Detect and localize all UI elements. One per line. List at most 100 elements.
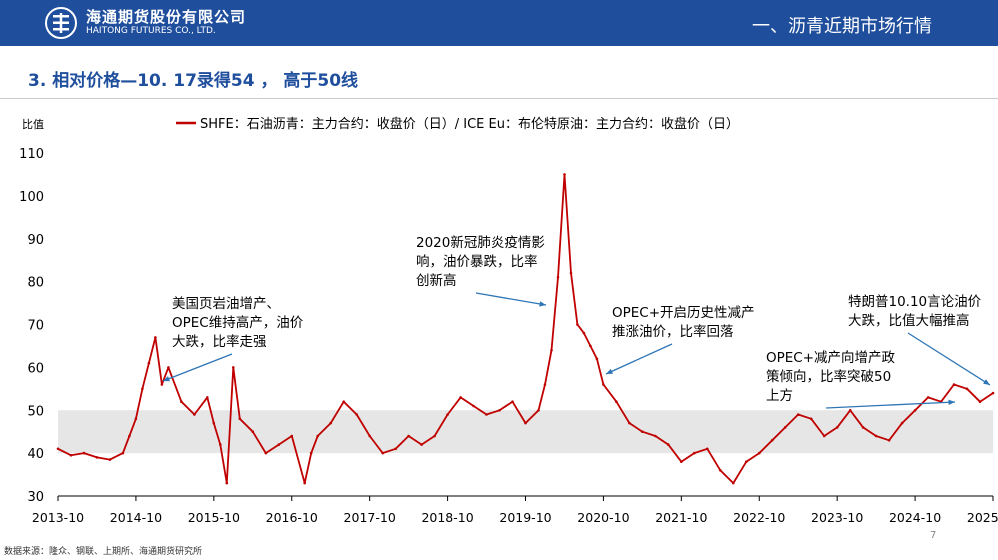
data-point: [394, 447, 397, 451]
data-point: [978, 400, 982, 404]
data-point: [783, 426, 787, 429]
annotation-text-line: 大跌，比值大幅推高: [848, 312, 970, 329]
data-point: [251, 430, 255, 434]
annotation-arrow: [475, 292, 547, 306]
data-point: [595, 357, 599, 361]
annotation-arrow: [907, 332, 991, 386]
annotation-text-line: 特朗普10.10言论油价: [848, 294, 982, 310]
x-tick-label: 2017-10: [344, 510, 396, 525]
annotation-arrowhead: [539, 301, 546, 307]
data-point: [952, 383, 956, 386]
data-point: [965, 387, 969, 391]
data-point: [641, 430, 644, 434]
data-point: [368, 434, 372, 438]
data-point: [147, 361, 151, 365]
data-point: [680, 460, 683, 464]
data-point: [628, 421, 631, 425]
x-tick-label: 2018-10: [421, 510, 473, 525]
y-tick-label: 80: [27, 276, 44, 291]
data-point: [290, 434, 294, 438]
data-point: [232, 366, 235, 369]
company-name-cn: 海通期货股份有限公司: [86, 8, 247, 26]
data-point: [225, 481, 229, 485]
data-point: [887, 439, 891, 442]
x-tick-label: 2023-10: [811, 510, 863, 525]
x-tick-label: 2015-10: [188, 510, 240, 525]
x-tick-label: 2013-10: [32, 510, 84, 525]
data-point: [848, 409, 852, 412]
annotation-text-line: 响，油价暴跌，比率: [416, 253, 538, 270]
data-point: [154, 336, 157, 339]
data-point: [537, 409, 540, 412]
data-point: [524, 421, 527, 425]
data-point: [511, 400, 514, 404]
company-name-en: HAITONG FUTURES CO., LTD.: [86, 26, 216, 36]
data-point: [381, 451, 385, 455]
data-point: [180, 400, 183, 404]
data-point: [706, 447, 709, 451]
section-title: 一、沥青近期市场行情: [752, 16, 932, 37]
data-point: [238, 417, 242, 421]
x-tick-label: 2025-10: [967, 510, 998, 525]
y-tick-label: 110: [19, 147, 44, 162]
y-tick-label: 70: [27, 319, 44, 334]
data-point: [193, 413, 196, 416]
annotation-arrowhead: [606, 368, 613, 374]
data-point: [582, 331, 586, 335]
data-point: [134, 417, 138, 421]
x-tick-label: 2016-10: [266, 510, 318, 525]
data-point: [809, 417, 813, 421]
data-point: [167, 366, 170, 369]
data-point: [446, 413, 449, 416]
shaded-band-40-50: [58, 410, 993, 454]
annotation-arrowhead: [163, 376, 170, 382]
annotation-arrowhead: [948, 399, 955, 405]
data-point: [407, 434, 410, 438]
data-point: [861, 426, 865, 429]
data-point: [472, 404, 475, 408]
data-point: [589, 344, 592, 348]
annotation-arrow: [605, 343, 673, 375]
y-tick-label: 100: [19, 190, 44, 205]
data-point: [316, 434, 320, 438]
data-point: [874, 434, 878, 438]
data-point: [758, 451, 761, 455]
data-point: [264, 451, 268, 455]
data-point: [82, 451, 86, 455]
data-point: [121, 451, 125, 455]
data-point: [433, 434, 436, 438]
data-point: [69, 454, 73, 457]
data-point: [556, 276, 560, 279]
data-point: [342, 400, 346, 404]
data-point: [550, 348, 553, 352]
data-point: [654, 434, 657, 438]
annotation-arrow: [825, 401, 956, 409]
data-point: [420, 443, 423, 446]
data-point: [277, 443, 281, 446]
data-point: [835, 426, 839, 429]
data-point: [770, 439, 774, 442]
data-point: [991, 391, 995, 395]
header-bar: 海通期货股份有限公司 HAITONG FUTURES CO., LTD. 一、沥…: [0, 0, 998, 46]
data-point: [900, 421, 904, 425]
data-point: [745, 460, 748, 464]
annotation-text-line: 上方: [766, 388, 793, 404]
x-tick-label: 2022-10: [733, 510, 785, 525]
data-point: [160, 383, 164, 386]
data-point: [543, 383, 547, 386]
data-point: [913, 409, 917, 412]
data-source: 数据来源：隆众、钢联、上期所、海通期货研究所: [4, 547, 203, 557]
data-point: [796, 413, 800, 416]
annotation-text-line: 推涨油价，比率回落: [612, 323, 734, 340]
data-point: [822, 434, 826, 438]
data-point: [329, 421, 333, 425]
data-point: [576, 323, 579, 326]
ratio-line-chart: 比值 30 40 50 60 70 80 90 100 110 2013-10 2014-10 2015…: [19, 116, 998, 525]
data-point: [56, 447, 60, 451]
annotation-text-line: OPEC+开启历史性减产: [612, 305, 755, 321]
data-point: [926, 396, 930, 399]
haitong-logo-icon: [45, 7, 77, 39]
annotation-text-line: 美国页岩油增产、: [172, 296, 280, 312]
x-tick-label: 2021-10: [655, 510, 707, 525]
y-axis-title: 比值: [22, 118, 44, 131]
